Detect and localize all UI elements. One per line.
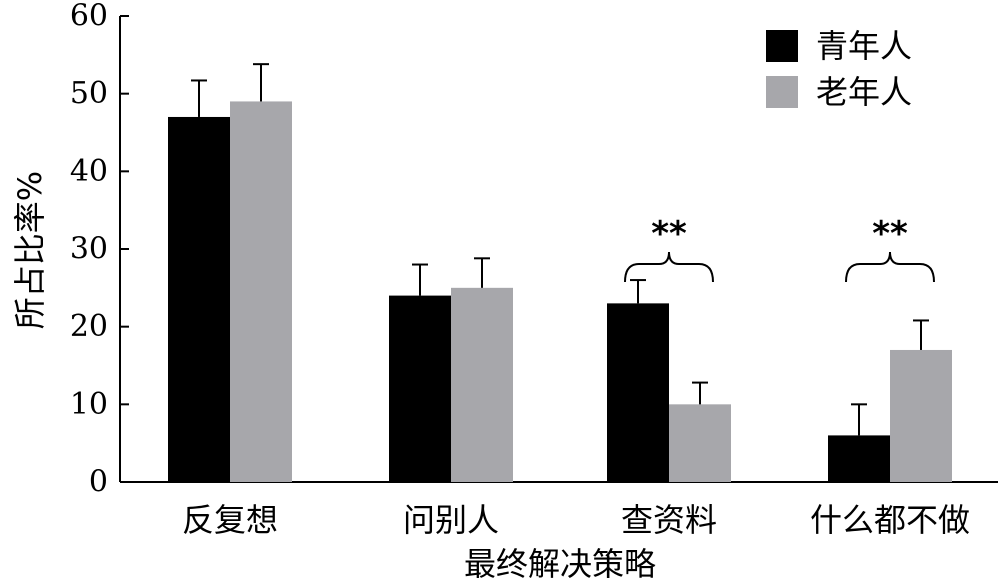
y-tick-label: 50 [70, 76, 108, 111]
legend-label: 老年人 [816, 73, 912, 111]
y-tick-label: 20 [70, 309, 108, 344]
legend-swatch [766, 76, 798, 108]
x-tick-label: 反复想 [182, 501, 278, 539]
x-tick-label: 问别人 [403, 501, 499, 539]
y-axis-title: 所占比率% [11, 171, 49, 329]
bar [828, 435, 890, 482]
bar [168, 116, 230, 482]
bar [669, 404, 731, 482]
x-axis-title: 最终解决策略 [464, 545, 656, 583]
bar [890, 349, 952, 482]
bar [451, 287, 513, 482]
legend-swatch [766, 30, 798, 62]
significance-bracket [624, 251, 714, 283]
y-tick-label: 10 [70, 387, 108, 422]
plot-area: 0 10 20 30 40 50 60 反复想 问别人 查资料 什么都不做 ** ** [70, 0, 998, 539]
y-tick-label: 40 [70, 154, 108, 189]
y-tick-label: 60 [70, 0, 108, 34]
significance-bracket [845, 251, 935, 283]
legend-label: 青年人 [816, 27, 912, 65]
x-tick-label: 什么都不做 [810, 501, 970, 539]
significance-label: ** [872, 214, 908, 254]
significance-label: ** [651, 214, 687, 254]
y-tick-label: 0 [89, 465, 108, 500]
bar [230, 101, 292, 482]
x-tick-label: 查资料 [621, 501, 717, 539]
y-tick-label: 30 [70, 232, 108, 267]
bar [607, 303, 669, 482]
bar [389, 295, 451, 482]
